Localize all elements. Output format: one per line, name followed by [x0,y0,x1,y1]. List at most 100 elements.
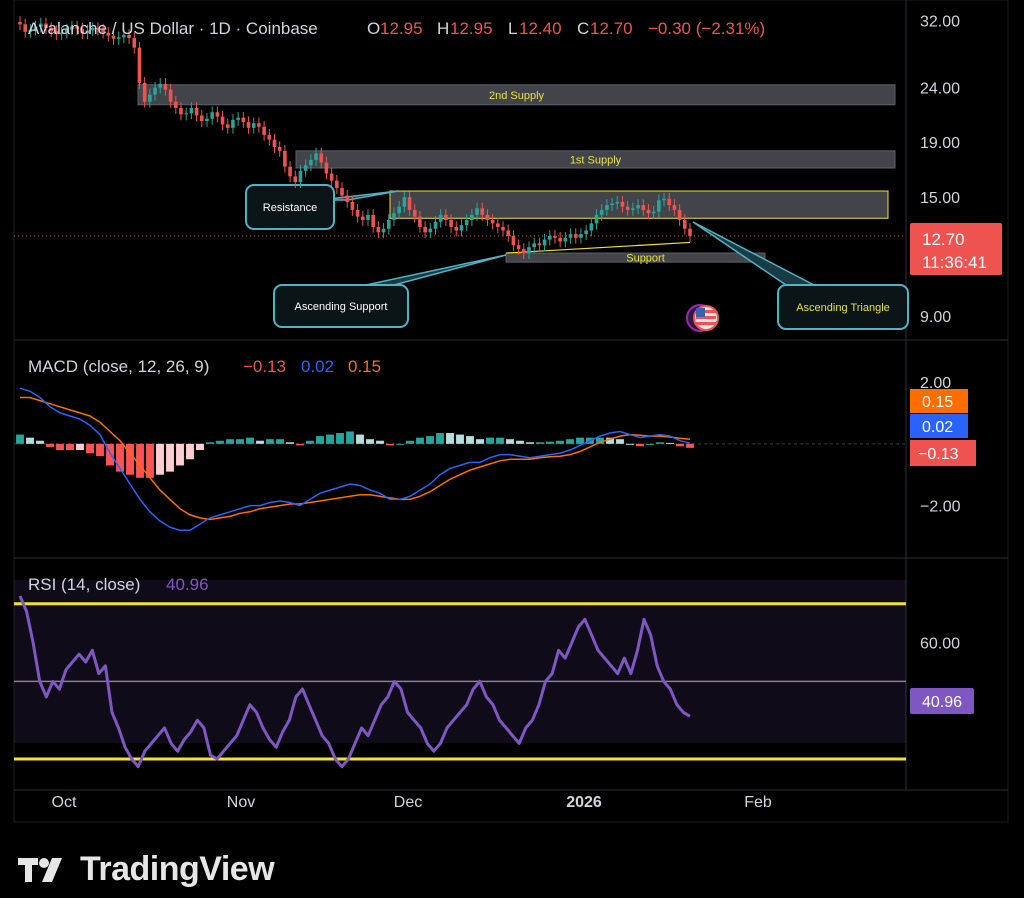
macd-signal-badge [910,389,968,413]
macd-histogram-bar [76,443,84,450]
price-axis-tick: 24.00 [920,81,960,98]
candle-body [329,173,334,181]
rsi-pane[interactable] [14,595,906,769]
candle-body [174,101,178,108]
candle-body [475,208,479,215]
callout-box-2 [273,284,409,328]
macd-histogram-bar [56,443,64,450]
candle-body [267,134,272,140]
candle-body [459,225,464,231]
macd-histogram-bar [466,436,474,444]
macd-histogram-bar [166,443,174,472]
macd-histogram-bar [666,442,674,444]
candle-body [168,89,173,102]
zone-1 [137,84,896,106]
macd-histogram-bar [276,439,284,444]
candle-body [303,165,308,171]
candle-body [293,176,298,183]
zone-2 [295,150,896,169]
candle-body [470,214,474,220]
current-price-badge [910,223,1002,275]
macd-histogram-bar [636,443,644,447]
legend-symbol[interactable]: Avalanche / US Dollar · 1D · Coinbase [28,19,318,38]
candle-body [90,28,95,31]
candle-body [148,94,152,102]
candle-body [537,243,542,246]
macd-histogram-bar [456,434,464,444]
candle-body [386,219,391,229]
candle-body [521,249,526,254]
candle-body [610,203,614,206]
candle-body [106,32,111,36]
macd-histogram-bar [426,436,434,444]
candle-body [59,32,64,35]
candle-body [85,30,90,34]
candle-body [381,228,386,233]
candle-body [158,83,163,88]
macd-hist-badge [910,440,976,466]
bar-countdown: 11:36:41 [922,253,987,272]
macd-histogram-bar [436,433,444,444]
legend-close-label: C [577,19,589,38]
macd-histogram-bar [66,443,74,450]
candle-series[interactable] [18,16,692,259]
price-axis-tick: 9.00 [920,309,951,326]
macd-histogram-bar [536,442,544,444]
legend-high-value: 12.95 [450,19,493,38]
candle-body [122,34,126,38]
rsi-legend-value: 40.96 [166,575,209,594]
zone-label-4: Support [626,253,665,265]
macd-histogram-bar [126,443,134,475]
macd-legend-title[interactable]: MACD (close, 12, 26, 9) [28,357,209,376]
us-flag-event-icon[interactable] [686,304,719,332]
candle-body [184,113,189,115]
candle-body [241,117,246,123]
zone-4 [505,252,766,263]
candle-body [677,209,682,220]
macd-histogram-bar [266,439,274,444]
rsi-legend-title[interactable]: RSI (14, close) [28,575,140,594]
legend-ohlc: O 12.95 H 12.95 L 12.40 C 12.70 −0.30 (−… [367,19,765,38]
candle-body [101,29,105,33]
time-axis-tick: Feb [744,794,772,811]
candle-body [236,117,240,120]
candle-body [49,28,53,32]
candle-body [662,198,666,201]
macd-line-badge [910,414,968,438]
macd-signal-badge-value: 0.15 [922,394,953,411]
macd-histogram-bar [606,437,614,444]
macd-histogram-bar [236,439,244,444]
macd-histogram-bar [336,433,344,444]
price-axis-tick: 32.00 [920,14,960,31]
candle-body [345,195,350,202]
candle-body [137,47,142,83]
macd-histogram-bar [626,443,634,445]
macd-histogram-bar [156,443,164,475]
candle-body [153,87,157,95]
macd-pane[interactable] [14,387,906,532]
macd-histogram-bar [446,433,454,444]
chart-panel-background [13,0,1009,823]
candle-body [205,118,209,122]
candle-body [75,26,79,29]
candle-body [288,166,292,177]
candle-body [490,219,495,224]
legend-open-label: O [367,19,380,38]
macd-histogram-bar [676,443,684,447]
macd-histogram-bar [46,443,54,447]
candle-body [438,214,443,222]
macd-line [19,387,691,532]
macd-histogram-bar [386,443,394,446]
time-axis-tick: Oct [52,794,77,811]
macd-histogram-bar [376,440,384,444]
macd-histogram-bar [506,439,514,444]
rsi-line [18,595,691,769]
candle-body [594,214,599,224]
macd-histogram-bar [526,442,534,444]
macd-legend-signal: 0.15 [348,357,381,376]
candle-body [70,26,74,30]
zone-label-2: 1st Supply [570,154,622,166]
candle-body [340,188,344,196]
candle-body [127,34,131,39]
